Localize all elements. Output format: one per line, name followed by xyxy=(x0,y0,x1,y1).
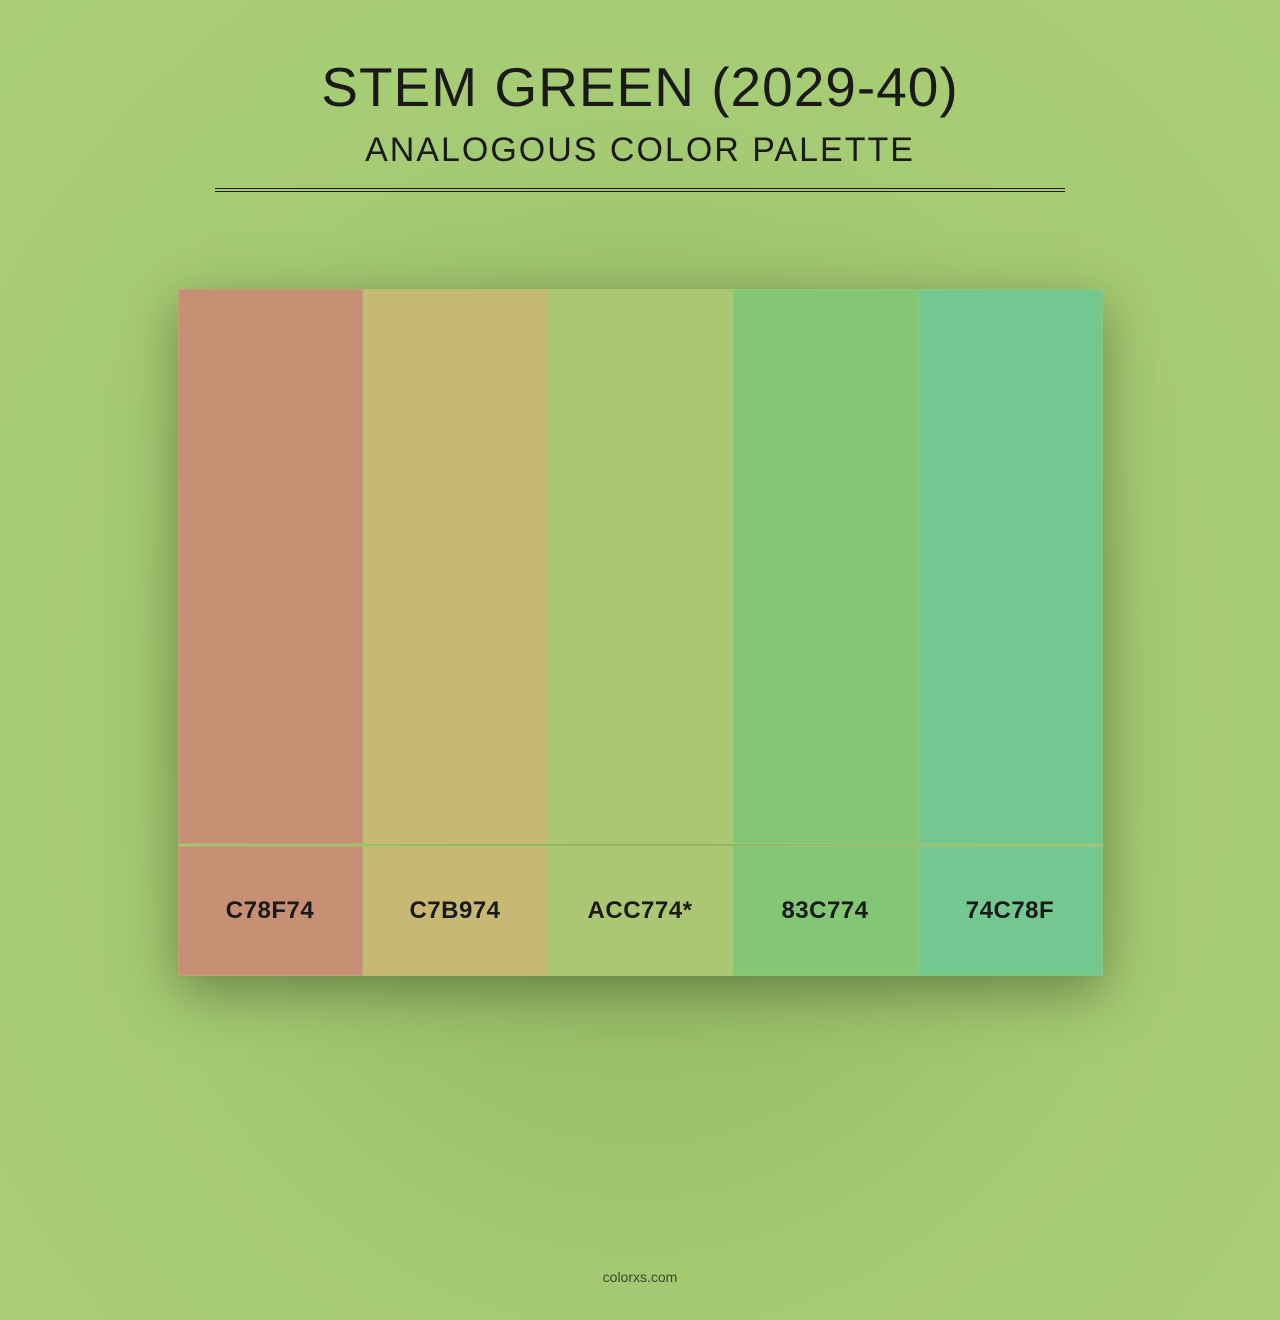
page-title: STEM GREEN (2029-40) xyxy=(215,55,1065,119)
swatch-label: 74C78F xyxy=(918,846,1103,976)
swatch-column: ACC774* xyxy=(548,289,733,976)
swatch-color xyxy=(178,289,363,844)
divider-line-bottom xyxy=(215,191,1065,192)
swatch-label: ACC774* xyxy=(548,846,733,976)
swatch-label: C78F74 xyxy=(178,846,363,976)
color-palette: C78F74C7B974ACC774*83C77474C78F xyxy=(178,289,1103,976)
swatch-color xyxy=(363,289,548,844)
swatch-column: 83C774 xyxy=(733,289,918,976)
footer-attribution: colorxs.com xyxy=(603,1269,678,1285)
divider-container xyxy=(215,188,1065,192)
divider-line-top xyxy=(215,188,1065,189)
swatch-color xyxy=(733,289,918,844)
swatch-label: C7B974 xyxy=(363,846,548,976)
swatch-color xyxy=(548,289,733,844)
swatch-label: 83C774 xyxy=(733,846,918,976)
header: STEM GREEN (2029-40) ANALOGOUS COLOR PAL… xyxy=(215,55,1065,194)
page-subtitle: ANALOGOUS COLOR PALETTE xyxy=(215,131,1065,170)
swatch-column: C7B974 xyxy=(363,289,548,976)
swatch-column: C78F74 xyxy=(178,289,363,976)
swatch-color xyxy=(918,289,1103,844)
swatch-column: 74C78F xyxy=(918,289,1103,976)
